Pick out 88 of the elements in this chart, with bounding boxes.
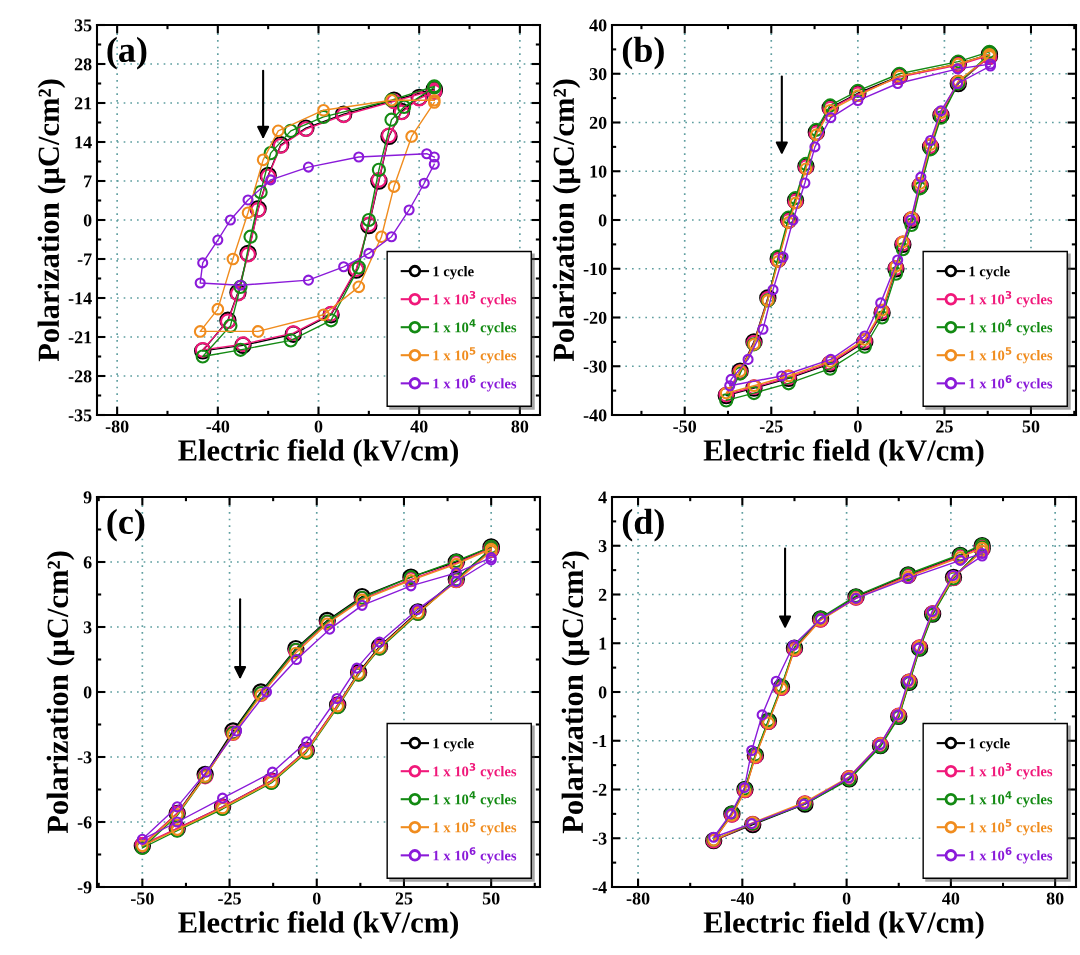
legend-label: 1 x 10$^{5}$ cycles <box>433 347 517 364</box>
x-axis-title: Electric field (kV/cm) <box>178 911 458 940</box>
y-tick-label: 7 <box>84 175 92 188</box>
y-tick-label: -20 <box>583 311 607 324</box>
legend-label: 1 x 10$^{3}$ cycles <box>433 763 517 780</box>
legend-label: 1 x 10$^{5}$ cycles <box>969 347 1053 364</box>
x-tick-label: -40 <box>730 892 754 905</box>
legend-label: 1 cycle <box>969 266 1010 280</box>
y-tick-label: -28 <box>68 370 92 383</box>
legend-label: 1 x 10$^{6}$ cycles <box>969 375 1053 392</box>
legend-label: 1 x 10$^{5}$ cycles <box>433 819 517 836</box>
x-tick-label: 0 <box>854 420 862 433</box>
y-tick-label: 28 <box>74 58 92 71</box>
y-tick-label: -35 <box>68 409 92 422</box>
x-tick-label: 40 <box>942 892 960 905</box>
y-tick-label: -9 <box>77 881 92 894</box>
x-tick-label: -80 <box>105 420 129 433</box>
y-tick-label: 20 <box>589 116 607 129</box>
y-tick-label: 0 <box>598 686 607 699</box>
y-tick-label: -6 <box>77 816 92 829</box>
legend-label: 1 x 10$^{4}$ cycles <box>969 319 1053 336</box>
y-axis-title: Polarization (μC/cm²) <box>561 551 590 834</box>
legend-label: 1 x 10$^{4}$ cycles <box>433 319 517 336</box>
legend-label: 1 x 10$^{6}$ cycles <box>969 847 1053 864</box>
legend-label: 1 cycle <box>433 266 474 280</box>
y-tick-label: -30 <box>583 360 607 373</box>
y-tick-label: -40 <box>583 409 607 422</box>
y-tick-label: 1 <box>599 637 607 650</box>
y-tick-label: 14 <box>75 136 92 149</box>
legend-label: 1 cycle <box>433 738 474 752</box>
x-tick-label: 40 <box>410 420 428 433</box>
x-tick-label: -50 <box>673 420 697 433</box>
x-tick-label: -80 <box>626 892 650 905</box>
x-tick-label: -40 <box>206 420 230 433</box>
legend-label: 1 x 10$^{4}$ cycles <box>969 791 1053 808</box>
x-tick-label: -25 <box>218 892 241 905</box>
legend-label: 1 x 10$^{6}$ cycles <box>433 375 517 392</box>
x-tick-label: 0 <box>842 892 851 905</box>
x-tick-label: 0 <box>312 892 321 905</box>
legend-label: 1 x 10$^{6}$ cycles <box>433 847 517 864</box>
x-tick-label: 0 <box>314 420 323 433</box>
chart-title: (d) <box>622 508 664 542</box>
y-tick-label: 30 <box>589 68 607 81</box>
x-axis-title: Electric field (kV/cm) <box>178 439 458 468</box>
y-tick-label: -3 <box>592 832 607 845</box>
y-tick-label: -21 <box>68 331 92 344</box>
chart-title: (a) <box>107 36 147 70</box>
y-tick-label: -2 <box>592 783 607 796</box>
y-tick-label: -4 <box>592 881 607 894</box>
y-axis-title: Polarization (μC/cm²) <box>552 79 581 362</box>
legend-label: 1 x 10$^{4}$ cycles <box>433 791 517 808</box>
y-axis-title: Polarization (μC/cm²) <box>37 79 66 362</box>
x-tick-label: 50 <box>1022 420 1040 433</box>
x-tick-label: 80 <box>1046 892 1064 905</box>
y-tick-label: 0 <box>83 686 92 699</box>
y-tick-label: -7 <box>77 253 92 266</box>
x-tick-label: 25 <box>936 420 953 433</box>
x-axis-title: Electric field (kV/cm) <box>703 911 984 940</box>
y-tick-label: 9 <box>83 491 92 504</box>
y-tick-label: 40 <box>589 19 607 32</box>
y-tick-label: 0 <box>83 214 92 227</box>
y-tick-label: 2 <box>598 588 607 601</box>
chart-title: (b) <box>622 36 664 70</box>
x-tick-label: -50 <box>130 892 154 905</box>
y-tick-label: 21 <box>74 97 92 110</box>
y-tick-label: -14 <box>68 292 92 305</box>
y-tick-label: -1 <box>592 735 607 748</box>
y-tick-label: 6 <box>83 556 92 569</box>
y-tick-label: 3 <box>598 540 607 553</box>
x-axis-title: Electric field (kV/cm) <box>703 439 984 468</box>
y-tick-label: 10 <box>590 165 607 178</box>
legend-label: 1 x 10$^{3}$ cycles <box>969 763 1053 780</box>
legend-label: 1 x 10$^{5}$ cycles <box>969 819 1053 836</box>
y-tick-label: 35 <box>74 19 92 32</box>
legend-label: 1 cycle <box>969 738 1010 752</box>
y-tick-label: 0 <box>598 214 607 227</box>
y-tick-label: -3 <box>77 751 92 764</box>
y-axis-title: Polarization (μC/cm²) <box>46 551 75 834</box>
y-tick-label: -10 <box>583 263 607 276</box>
legend-label: 1 x 10$^{3}$ cycles <box>969 291 1053 308</box>
y-tick-label: 4 <box>598 491 607 504</box>
legend-label: 1 x 10$^{3}$ cycles <box>433 291 517 308</box>
x-tick-label: -25 <box>759 420 783 433</box>
x-tick-label: 80 <box>511 420 529 433</box>
x-tick-label: 50 <box>482 892 500 905</box>
x-tick-label: 25 <box>395 892 413 905</box>
chart-title: (c) <box>107 508 145 542</box>
y-tick-label: 3 <box>83 621 92 634</box>
